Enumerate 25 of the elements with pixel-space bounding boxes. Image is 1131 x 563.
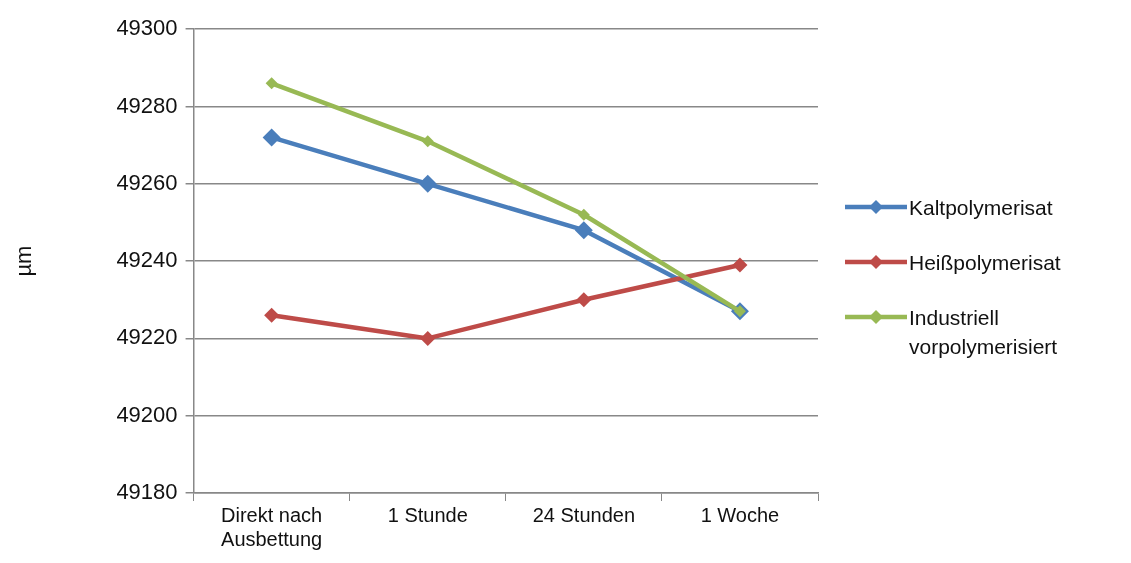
legend-label: Heißpolymerisat (909, 250, 1062, 276)
point (574, 221, 593, 240)
y-tick-label: 49300 (116, 15, 178, 41)
x-tick-label: 24 Stunden (532, 503, 636, 526)
point (265, 77, 278, 90)
point (420, 330, 436, 346)
x-tick-label: 1 Woche (700, 503, 780, 526)
point (577, 208, 590, 221)
point (418, 174, 437, 193)
legend-label: Industriell vorpolymerisiert (909, 305, 1059, 360)
point (576, 292, 592, 308)
point (421, 135, 434, 148)
point (264, 307, 280, 323)
point (732, 257, 748, 273)
y-tick-label: 49260 (116, 169, 178, 195)
y-tick-label: 49180 (116, 479, 178, 505)
x-tick-label: Direkt nach Ausbettung (221, 503, 323, 550)
y-tick-label: 49280 (116, 92, 178, 118)
point (262, 128, 281, 147)
y-tick-label: 49200 (116, 401, 178, 427)
y-axis-title: µm (11, 245, 37, 277)
legend-label: Kaltpolymerisat (909, 195, 1054, 221)
y-tick-label: 49240 (116, 247, 178, 273)
y-tick-label: 49220 (116, 324, 178, 350)
x-tick-label: 1 Stunde (387, 503, 468, 526)
